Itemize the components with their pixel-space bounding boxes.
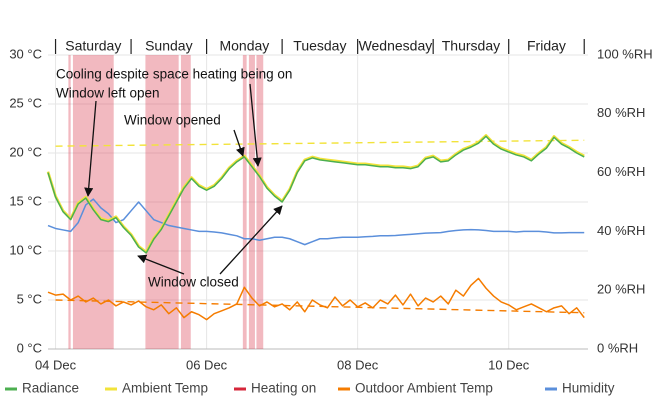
- legend-label: Radiance: [22, 381, 79, 396]
- series-line: [47, 277, 585, 321]
- day-label: Sunday: [145, 38, 192, 54]
- day-label: Thursday: [442, 38, 500, 54]
- x-tick-label: 06 Dec: [186, 357, 228, 372]
- legend-label: Outdoor Ambient Temp: [355, 381, 493, 396]
- annotation: Cooling despite space heating being on: [56, 67, 292, 82]
- y-tick-label: 5 °C: [17, 291, 42, 306]
- arrow: [137, 254, 185, 275]
- y2-tick-label: 0 %RH: [597, 340, 638, 355]
- legend-label: Heating on: [251, 381, 316, 396]
- y2-tick-label: 100 %RH: [597, 46, 652, 61]
- y-tick-label: 20 °C: [9, 144, 42, 159]
- arrow: [249, 83, 262, 167]
- y2-tick-label: 60 %RH: [597, 164, 645, 179]
- arrow: [219, 205, 283, 275]
- overlay: Cooling despite space heating being on W…: [5, 67, 615, 396]
- day-label: Saturday: [65, 38, 121, 54]
- y-tick-label: 15 °C: [9, 193, 42, 208]
- y-tick-label: 25 °C: [9, 95, 42, 110]
- annotation: Window closed: [148, 275, 239, 290]
- y2-tick-label: 20 %RH: [597, 282, 645, 297]
- day-label: Monday: [219, 38, 269, 54]
- trend-line: [55, 299, 585, 314]
- day-label: Tuesday: [293, 38, 346, 54]
- trend-line: [55, 139, 585, 147]
- heating-span: [256, 55, 264, 349]
- y-tick-label: 30 °C: [9, 46, 42, 61]
- y2-tick-label: 80 %RH: [597, 105, 645, 120]
- day-label: Friday: [527, 38, 566, 54]
- y2-tick-label: 40 %RH: [597, 223, 645, 238]
- annotation: Window opened: [124, 113, 221, 128]
- legend-label: Humidity: [562, 381, 615, 396]
- x-tick-label: 08 Dec: [337, 357, 379, 372]
- arrow: [233, 129, 245, 157]
- arrow: [84, 100, 97, 197]
- heating-span: [180, 55, 191, 349]
- series-line: [47, 198, 585, 246]
- legend-label: Ambient Temp: [122, 381, 208, 396]
- annotation: Window left open: [56, 86, 160, 101]
- x-tick-label: 04 Dec: [35, 357, 77, 372]
- heating-span: [248, 55, 255, 349]
- heating-span: [242, 55, 247, 349]
- heating-span: [68, 55, 71, 349]
- x-tick-label: 10 Dec: [488, 357, 530, 372]
- plot-background: 0 °C 5 °C 10 °C 15 °C 20 °C 25 °C 30 °C 0 %RH 20…: [9, 38, 652, 373]
- y-tick-label: 10 °C: [9, 242, 42, 257]
- day-label: Wednesday: [359, 38, 433, 54]
- heating-span: [145, 55, 179, 349]
- y-tick-label: 0 °C: [17, 340, 42, 355]
- series-line: [47, 135, 585, 254]
